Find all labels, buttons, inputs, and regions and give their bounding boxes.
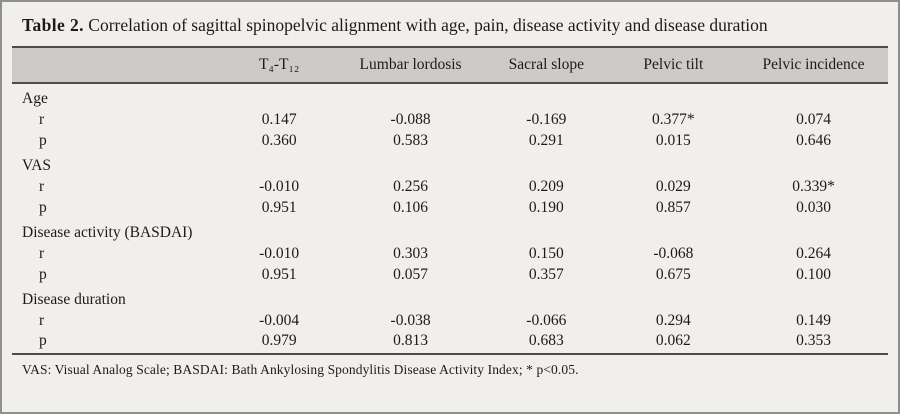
row-label-p: p	[39, 266, 47, 283]
column-header-empty	[12, 46, 223, 85]
table-row-vas-r: r -0.010 0.256 0.209 0.029 0.339*	[12, 175, 888, 196]
cell-value: 0.339*	[792, 178, 835, 195]
cell-value: 0.190	[528, 199, 564, 216]
cell-value: 0.030	[796, 199, 831, 216]
cell-value: 0.062	[607, 330, 740, 356]
table-footnote: VAS: Visual Analog Scale; BASDAI: Bath A…	[22, 362, 579, 378]
table-row-age-p: p 0.360 0.583 0.291 0.015 0.646	[12, 129, 888, 150]
table-caption: Table 2. Correlation of sagittal spinope…	[2, 2, 898, 43]
cell-value: 0.150	[528, 245, 564, 262]
cell-value: -0.169	[526, 111, 567, 128]
cell-value: 0.951	[261, 266, 297, 283]
row-label-r: r	[39, 245, 45, 262]
row-group-label: VAS	[22, 157, 52, 174]
table-row-disease-activity-r: r -0.010 0.303 0.150 -0.068 0.264	[12, 242, 888, 263]
cell-value: 0.646	[796, 132, 831, 149]
cell-value: 0.360	[261, 132, 297, 149]
cell-value: -0.010	[259, 178, 300, 195]
table-row-age-r: r 0.147 -0.088 -0.169 0.377* 0.074	[12, 108, 888, 129]
cell-value: 0.683	[485, 330, 608, 356]
table-row-disease-activity-p: p 0.951 0.057 0.357 0.675 0.100	[12, 263, 888, 284]
row-label-p: p	[39, 132, 47, 149]
cell-value: 0.057	[393, 266, 428, 283]
cell-value: 0.291	[528, 132, 564, 149]
table-row-group-disease-duration: Disease duration	[12, 284, 888, 309]
correlation-table: T₄-T₁₂ Lumbar lordosis Sacral slope Pelv…	[12, 46, 888, 356]
cell-value: 0.029	[655, 178, 691, 195]
cell-value: 0.106	[393, 199, 428, 216]
table-number-label: Table 2.	[22, 15, 84, 35]
cell-value: -0.088	[390, 111, 431, 128]
cell-value: 0.377*	[652, 111, 695, 128]
row-label-p: p	[39, 199, 47, 216]
cell-value: 0.074	[796, 111, 831, 128]
cell-value: 0.357	[528, 266, 564, 283]
cell-value: -0.004	[259, 312, 300, 329]
table-row-vas-p: p 0.951 0.106 0.190 0.857 0.030	[12, 196, 888, 217]
column-header-t4-t12: T₄-T₁₂	[222, 46, 337, 85]
cell-value: -0.068	[653, 245, 694, 262]
cell-value: -0.010	[259, 245, 300, 262]
table-header-row: T₄-T₁₂ Lumbar lordosis Sacral slope Pelv…	[12, 46, 888, 85]
row-group-label: Age	[22, 90, 48, 107]
table-caption-text: Correlation of sagittal spinopelvic alig…	[88, 15, 768, 35]
table-row-disease-duration-r: r -0.004 -0.038 -0.066 0.294 0.149	[12, 309, 888, 330]
table-row-disease-duration-p: p 0.979 0.813 0.683 0.062 0.353	[12, 330, 888, 356]
cell-value: 0.147	[261, 111, 297, 128]
cell-value: 0.675	[655, 266, 691, 283]
table-row-group-disease-activity: Disease activity (BASDAI)	[12, 217, 888, 242]
row-group-label: Disease duration	[22, 291, 126, 308]
cell-value: 0.209	[528, 178, 564, 195]
column-header-pelvic-incidence: Pelvic incidence	[739, 46, 888, 85]
column-header-pelvic-tilt: Pelvic tilt	[607, 46, 740, 85]
cell-value: 0.951	[261, 199, 297, 216]
table-row-group-age: Age	[12, 83, 888, 108]
table-row-group-vas: VAS	[12, 150, 888, 175]
row-label-r: r	[39, 312, 45, 329]
cell-value: -0.038	[390, 312, 431, 329]
cell-value: 0.813	[336, 330, 486, 356]
cell-value: 0.294	[655, 312, 691, 329]
row-label-r: r	[39, 178, 45, 195]
cell-value: 0.015	[655, 132, 691, 149]
cell-value: -0.066	[526, 312, 567, 329]
cell-value: 0.979	[222, 330, 337, 356]
cell-value: 0.857	[655, 199, 691, 216]
column-header-lumbar-lordosis: Lumbar lordosis	[336, 46, 486, 85]
row-group-label: Disease activity (BASDAI)	[22, 224, 193, 241]
row-label-r: r	[39, 111, 45, 128]
cell-value: 0.100	[796, 266, 831, 283]
cell-value: 0.264	[796, 245, 831, 262]
cell-value: 0.353	[739, 330, 888, 356]
row-label-p: p	[12, 330, 223, 356]
column-header-sacral-slope: Sacral slope	[485, 46, 608, 85]
cell-value: 0.149	[796, 312, 831, 329]
cell-value: 0.303	[393, 245, 428, 262]
cell-value: 0.256	[393, 178, 428, 195]
cell-value: 0.583	[393, 132, 428, 149]
